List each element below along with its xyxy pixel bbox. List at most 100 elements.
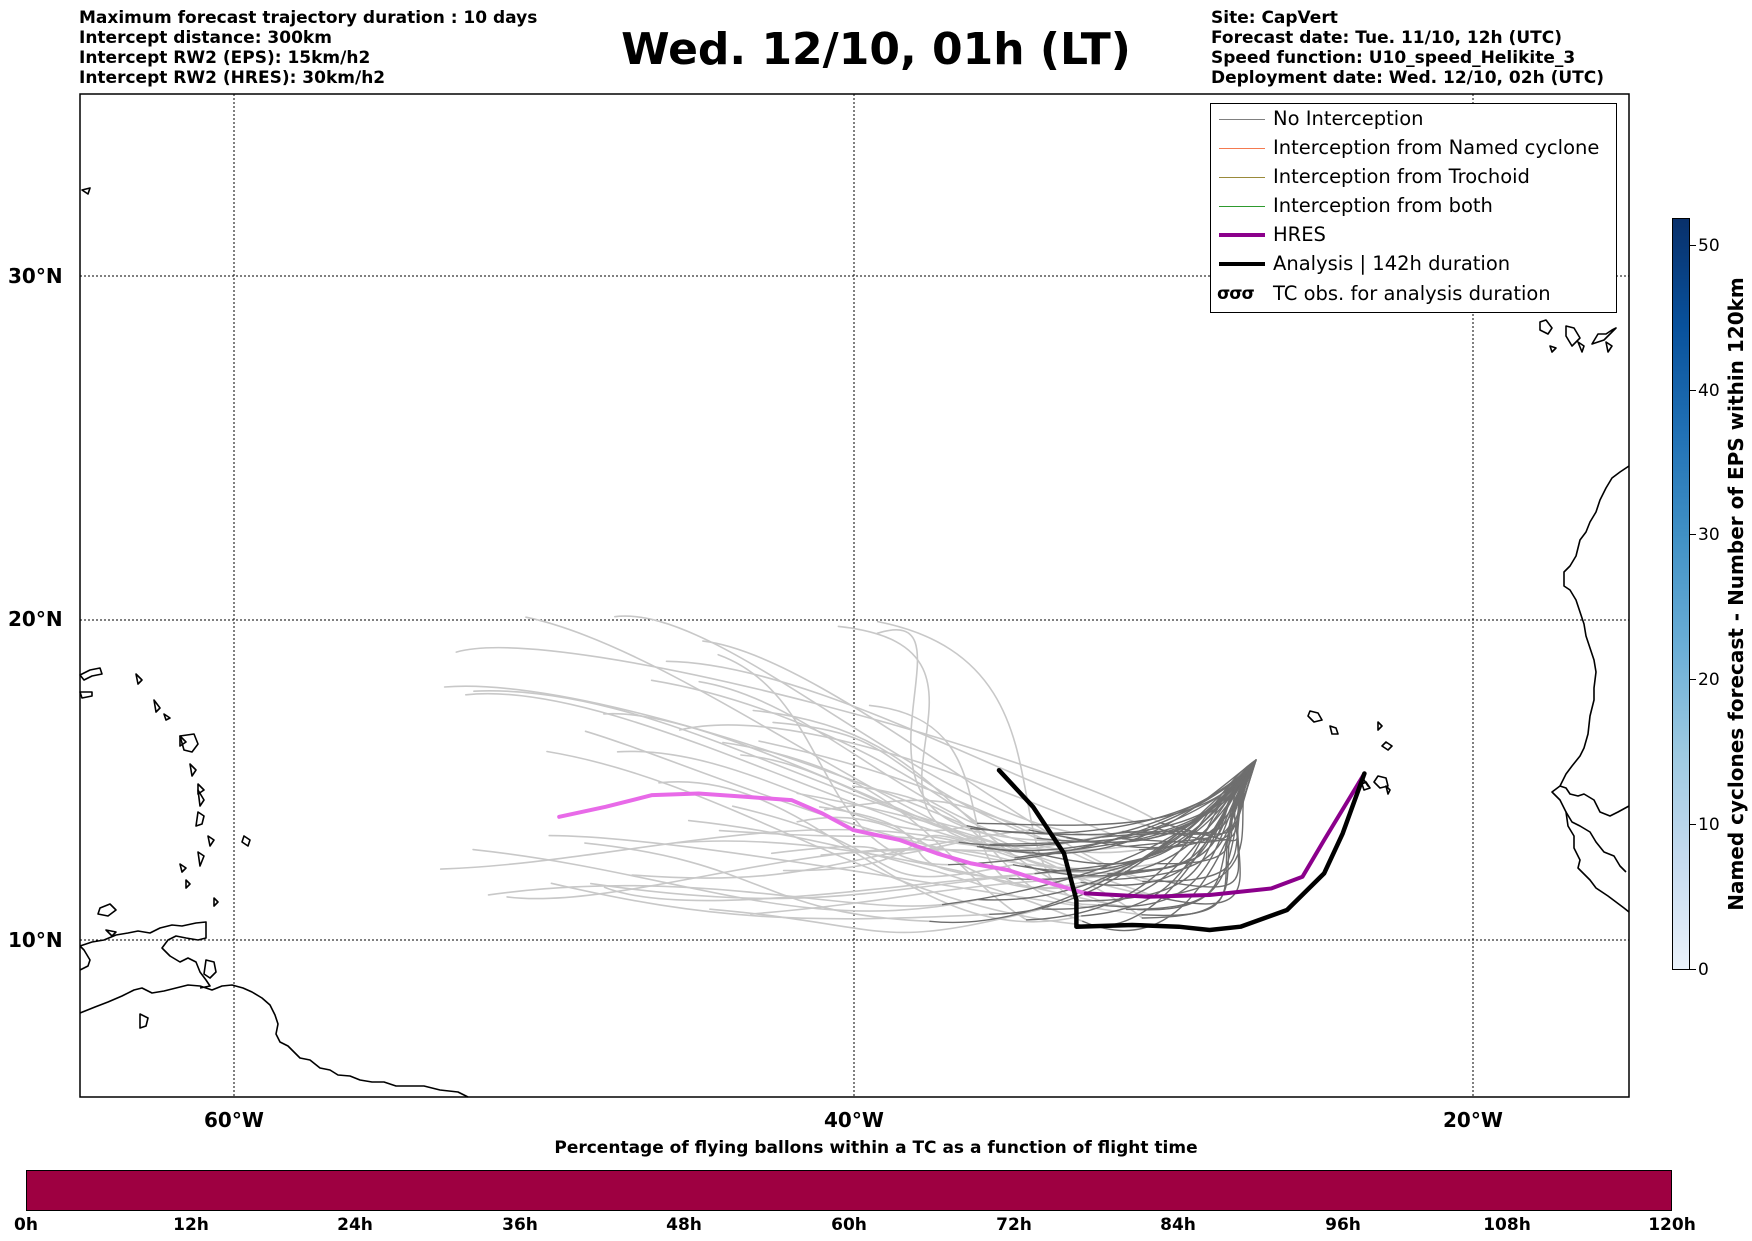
island-14	[207, 835, 215, 847]
analysis-trajectory	[996, 767, 1367, 933]
eps-trajectory-segment	[770, 841, 960, 856]
colorbar-title-text: Named cyclones forecast - Number of EPS …	[1724, 277, 1748, 911]
island-2	[79, 667, 103, 681]
island-18	[241, 835, 251, 847]
legend-label: HRES	[1273, 223, 1326, 246]
legend-item: Interception from Named cyclone	[1211, 134, 1616, 163]
header-right-line: Site: CapVert	[1211, 8, 1338, 28]
eps-trajectory-segment	[1125, 759, 1257, 873]
eps-trajectory-segment	[852, 785, 1100, 906]
eps-trajectory-segment	[525, 616, 1127, 874]
cyclone-count-colorbar	[1672, 218, 1690, 970]
south-america-coast	[79, 984, 469, 1098]
eps-trajectory-segment	[752, 709, 1128, 911]
eps-trajectory-segment	[473, 690, 1104, 842]
colorbar-tick-label: 30	[1698, 525, 1720, 545]
island-3	[79, 691, 93, 699]
legend-item: Analysis | 142h duration	[1211, 250, 1616, 279]
eps-trajectory-segment	[439, 828, 1016, 870]
eps-trajectory-segment	[718, 829, 981, 847]
colorbar-tick-label: 72h	[996, 1215, 1032, 1235]
lat-label-30n: 30°N	[8, 264, 63, 288]
eps-trajectory-segment	[1105, 759, 1257, 878]
colorbar-tick	[1690, 679, 1696, 680]
eps-trajectory-segment	[989, 759, 1257, 915]
island-17	[185, 879, 191, 889]
colorbar-tick-label: 0	[1698, 960, 1709, 980]
peninsula-coast	[79, 945, 91, 971]
trinidad-island	[203, 959, 217, 979]
eps-trajectory-segment	[1158, 759, 1257, 888]
africa-coast-detail	[1559, 785, 1630, 873]
legend-line-sample	[1219, 233, 1265, 237]
island-7	[163, 713, 171, 721]
canary-islands	[1539, 319, 1617, 353]
colorbar-tick	[1690, 245, 1696, 246]
header-right-line: Forecast date: Tue. 11/10, 12h (UTC)	[1211, 28, 1562, 48]
eps-trajectory-segment	[876, 629, 972, 830]
island-19	[139, 1013, 149, 1029]
colorbar-tick	[1690, 824, 1696, 825]
eps-trajectory-segment	[1102, 759, 1257, 881]
eps-trajectory-segment	[687, 819, 1084, 923]
colorbar-tick-label: 50	[1698, 236, 1720, 256]
eps-trajectory-segment	[966, 759, 1257, 834]
eps-trajectory-segment	[1126, 759, 1257, 911]
lat-label-10n: 10°N	[8, 928, 63, 952]
eps-trajectory-segment	[616, 750, 968, 832]
colorbar-tick-label: 96h	[1325, 1215, 1361, 1235]
legend-item: Interception from Trochoid	[1211, 163, 1616, 192]
flight-time-colorbar-title: Percentage of flying ballons within a TC…	[554, 1138, 1198, 1158]
colorbar-tick-label: 12h	[173, 1215, 209, 1235]
hres-trajectory-recent	[1083, 771, 1367, 899]
island-5	[135, 673, 143, 685]
legend-label: Analysis | 142h duration	[1273, 252, 1511, 275]
header-right-line: Deployment date: Wed. 12/10, 02h (UTC)	[1211, 68, 1605, 88]
eps-trajectory-segment	[546, 750, 1076, 925]
island-4	[81, 187, 91, 195]
header-left: Maximum forecast trajectory duration : 1…	[79, 8, 537, 88]
legend-line-sample	[1219, 177, 1265, 178]
island-20	[105, 929, 117, 937]
lon-label-20w: 20°W	[1443, 1108, 1503, 1132]
map-border	[79, 93, 1630, 1098]
header-left-line: Intercept RW2 (HRES): 30km/h2	[79, 68, 386, 88]
lon-label-40w: 40°W	[824, 1108, 884, 1132]
legend-label: Interception from Named cyclone	[1273, 136, 1600, 159]
island-11	[197, 783, 205, 795]
eps-trajectory-segment	[1122, 759, 1257, 844]
colorbar-tick	[1690, 969, 1696, 970]
eps-trajectory-segment	[443, 685, 1144, 919]
eps-trajectory-segment	[989, 759, 1257, 846]
lake-maracaibo-coast	[79, 921, 211, 989]
colorbar-tick	[1690, 390, 1696, 391]
legend-item: σσσ TC obs. for analysis duration	[1211, 280, 1616, 309]
colorbar-tick-label: 60h	[831, 1215, 867, 1235]
colorbar-tick-label: 24h	[337, 1215, 373, 1235]
legend-line-sample	[1219, 148, 1265, 149]
colorbar-tick-label: 36h	[502, 1215, 538, 1235]
legend-line-sample	[1219, 262, 1265, 266]
eps-trajectory-segment	[717, 653, 950, 866]
legend-label: Interception from both	[1273, 194, 1493, 217]
colorbar-tick-label: 10	[1698, 815, 1720, 835]
graticule	[80, 94, 1629, 1097]
eps-trajectory-segment	[550, 882, 991, 920]
eps-trajectory-segment	[731, 805, 1015, 878]
legend-label: Interception from Trochoid	[1273, 165, 1530, 188]
header-right: Site: CapVert Forecast date: Tue. 11/10,…	[1211, 8, 1604, 88]
island-15	[197, 851, 205, 867]
eps-trajectory-segment	[590, 872, 1036, 900]
legend-label: No Interception	[1273, 107, 1424, 130]
colorbar-tick-label: 108h	[1483, 1215, 1531, 1235]
eps-trajectory-segment	[709, 908, 1044, 934]
colorbar-tick	[1690, 534, 1696, 535]
eps-trajectory-segment	[1014, 759, 1257, 859]
eps-trajectory-segment	[837, 625, 991, 846]
eps-trajectory-segment	[824, 799, 1068, 839]
map-legend: No Interception Interception from Named …	[1210, 103, 1617, 313]
header-left-line: Intercept distance: 300km	[79, 28, 332, 48]
header-right-line: Speed function: U10_speed_Helikite_3	[1211, 48, 1576, 68]
eps-trajectory-segment	[868, 704, 1082, 889]
